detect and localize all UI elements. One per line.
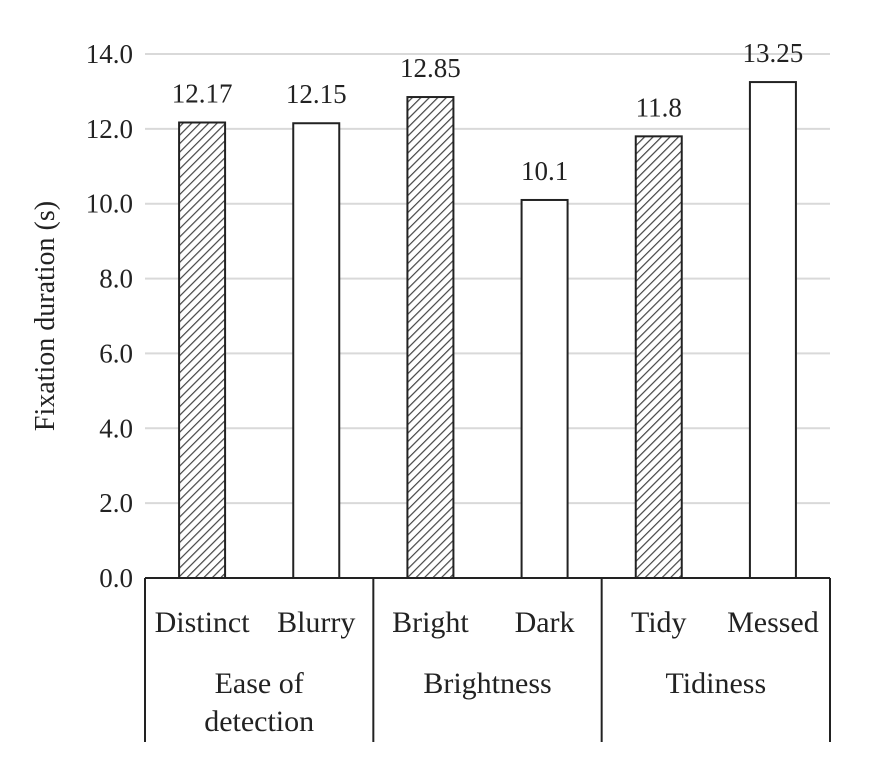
data-label: 13.25 xyxy=(743,38,804,68)
axes: 0.0 2.0 4.0 6.0 8.0 10.0 12.0 14.0 Distinct Blurr… xyxy=(86,39,831,742)
y-tick-label: 14.0 xyxy=(86,39,133,69)
bar-blurry xyxy=(292,122,341,579)
data-label: 12.15 xyxy=(286,79,347,109)
y-tick-label: 6.0 xyxy=(99,338,133,368)
gridlines xyxy=(145,53,830,505)
y-tick-label: 0.0 xyxy=(99,563,133,593)
data-label: 10.1 xyxy=(521,156,568,186)
data-label: 11.8 xyxy=(636,92,682,122)
x-tick-label: Dark xyxy=(515,606,575,639)
x-tick-label: Tidy xyxy=(631,606,687,639)
x-tick-label: Distinct xyxy=(155,606,251,639)
group-label: Ease of detection xyxy=(204,667,314,738)
y-tick-label: 12.0 xyxy=(86,114,133,144)
y-tick-label: 10.0 xyxy=(86,189,133,219)
x-tick-label: Blurry xyxy=(277,606,355,639)
x-tick-label: Messed xyxy=(727,606,819,639)
data-label: 12.17 xyxy=(172,78,233,108)
bar-dark xyxy=(520,198,569,579)
y-tick-label: 8.0 xyxy=(99,264,133,294)
bar-bright xyxy=(406,96,455,580)
group-label-line: detection xyxy=(204,705,314,738)
bar-distinct xyxy=(178,121,227,579)
bars: 12.17 12.15 12.85 10.1 11.8 13.25 xyxy=(172,38,804,580)
bar-messed xyxy=(748,81,797,579)
y-tick-label: 2.0 xyxy=(99,488,133,518)
x-tick-label: Bright xyxy=(392,606,469,639)
group-label-line: Brightness xyxy=(423,667,551,700)
group-label: Brightness xyxy=(423,667,551,700)
bar-tidy xyxy=(634,135,683,579)
group-label-line: Ease of xyxy=(215,667,304,700)
data-label: 12.85 xyxy=(400,53,461,83)
y-axis-title: Fixation duration (s) xyxy=(30,201,61,431)
group-label: Tidiness xyxy=(666,667,767,700)
y-tick-label: 4.0 xyxy=(99,413,133,443)
group-label-line: Tidiness xyxy=(666,667,767,700)
